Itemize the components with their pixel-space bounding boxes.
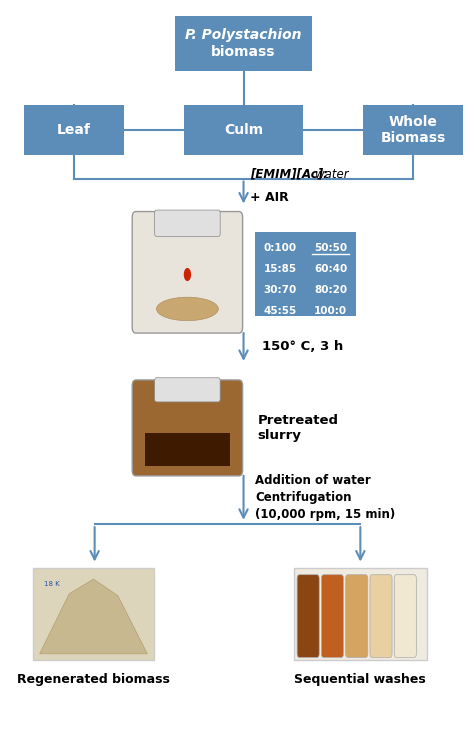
Text: 150° C, 3 h: 150° C, 3 h — [262, 340, 343, 354]
Ellipse shape — [156, 297, 219, 320]
Text: 60:40: 60:40 — [314, 264, 347, 274]
FancyBboxPatch shape — [175, 16, 312, 71]
FancyBboxPatch shape — [132, 212, 243, 333]
FancyBboxPatch shape — [321, 575, 344, 658]
Text: 45:55: 45:55 — [264, 306, 297, 316]
Text: 100:0: 100:0 — [314, 306, 347, 316]
Text: 80:20: 80:20 — [314, 285, 347, 295]
Text: Sequential washes: Sequential washes — [294, 673, 426, 686]
FancyBboxPatch shape — [145, 434, 230, 466]
Text: + AIR: + AIR — [250, 191, 289, 204]
FancyBboxPatch shape — [33, 568, 154, 659]
Polygon shape — [40, 579, 147, 654]
Text: Addition of water
Centrifugation
(10,000 rpm, 15 min): Addition of water Centrifugation (10,000… — [255, 474, 395, 521]
Text: 0:100: 0:100 — [264, 243, 297, 253]
FancyBboxPatch shape — [394, 575, 416, 658]
FancyBboxPatch shape — [184, 105, 303, 155]
FancyBboxPatch shape — [155, 210, 220, 237]
Text: Leaf: Leaf — [57, 123, 91, 137]
Text: Regenerated biomass: Regenerated biomass — [17, 673, 170, 686]
Text: [EMIM][Ac]:: [EMIM][Ac]: — [250, 168, 328, 181]
Text: P. Polystachion: P. Polystachion — [185, 28, 302, 42]
FancyBboxPatch shape — [346, 575, 368, 658]
FancyBboxPatch shape — [297, 575, 319, 658]
Text: water: water — [315, 168, 348, 181]
Text: Culm: Culm — [224, 123, 263, 137]
Text: 30:70: 30:70 — [264, 285, 297, 295]
Text: 18 K: 18 K — [44, 581, 60, 587]
Ellipse shape — [184, 268, 191, 281]
Text: Pretreated
slurry: Pretreated slurry — [257, 414, 338, 442]
FancyBboxPatch shape — [155, 378, 220, 402]
FancyBboxPatch shape — [132, 380, 243, 476]
Text: Whole
Biomass: Whole Biomass — [381, 115, 446, 146]
FancyBboxPatch shape — [370, 575, 392, 658]
Text: 15:85: 15:85 — [264, 264, 297, 274]
FancyBboxPatch shape — [24, 105, 124, 155]
FancyBboxPatch shape — [294, 568, 427, 659]
Text: biomass: biomass — [211, 45, 276, 59]
FancyBboxPatch shape — [255, 232, 356, 316]
FancyBboxPatch shape — [363, 105, 464, 155]
Text: 50:50: 50:50 — [314, 243, 347, 253]
